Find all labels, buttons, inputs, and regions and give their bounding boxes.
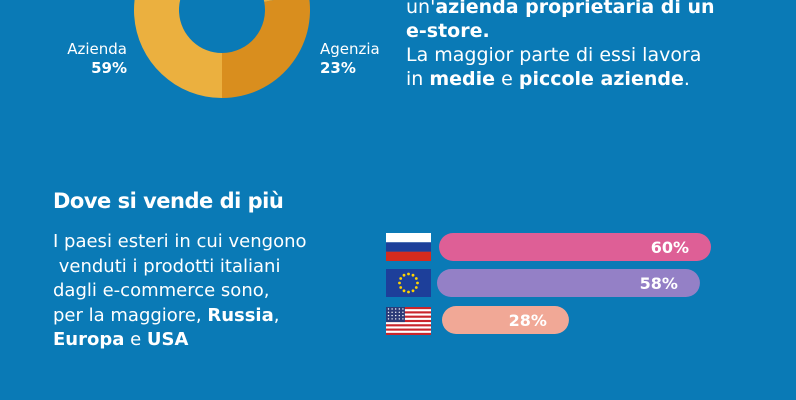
section-body-line2: venduti i prodotti italiani bbox=[53, 255, 281, 277]
donut-slice-agenzia bbox=[222, 0, 310, 98]
section-body-line1: I paesi esteri in cui vengono bbox=[53, 231, 307, 252]
bar-usa bbox=[442, 306, 569, 334]
section-body: I paesi esteri in cui vengono venduti i … bbox=[53, 230, 373, 353]
bar-russia bbox=[439, 233, 711, 261]
donut-label-azienda: Azienda 59% bbox=[57, 40, 127, 78]
top-text-line1a: un' bbox=[406, 0, 436, 18]
top-text-line4b: medie bbox=[429, 68, 496, 90]
bar-label-russia: 60% bbox=[651, 238, 689, 257]
eu-flag-icon bbox=[386, 269, 431, 297]
bar-europa bbox=[437, 269, 700, 297]
section-body-line5b: e bbox=[124, 329, 147, 350]
top-text-line4e: . bbox=[683, 68, 690, 90]
donut-label-agenzia-pct: 23% bbox=[320, 59, 356, 77]
donut-label-azienda-name: Azienda bbox=[67, 40, 127, 58]
top-paragraph: un'azienda proprietaria di un e-store. L… bbox=[406, 0, 786, 91]
section-body-line4c: , bbox=[273, 304, 280, 326]
donut-label-agenzia: Agenzia 23% bbox=[320, 40, 380, 78]
top-text-line1b: azienda proprietaria di un bbox=[435, 0, 715, 18]
top-text-line4c: e bbox=[495, 68, 519, 90]
russia-flag-icon bbox=[386, 233, 431, 261]
section-body-russia: Russia bbox=[207, 304, 274, 326]
bar-label-europa: 58% bbox=[640, 274, 678, 293]
donut-slice-azienda bbox=[134, 0, 274, 98]
donut-label-azienda-pct: 59% bbox=[91, 59, 127, 77]
section-title: Dove si vende di più bbox=[53, 189, 284, 213]
section-body-line4a: per la maggiore, bbox=[53, 304, 208, 326]
section-body-line3: dagli e-commerce sono, bbox=[53, 280, 270, 301]
top-text-line3: La maggior parte di essi lavora bbox=[406, 44, 702, 66]
donut-label-agenzia-name: Agenzia bbox=[320, 40, 380, 58]
top-text-line2: e-store. bbox=[406, 20, 490, 42]
section-body-usa: USA bbox=[146, 329, 189, 350]
top-text-line4a: in bbox=[406, 68, 430, 90]
section-body-europa: Europa bbox=[53, 329, 125, 350]
bar-label-usa: 28% bbox=[509, 311, 547, 330]
top-text-line4d: piccole aziende bbox=[518, 68, 684, 90]
usa-flag-icon bbox=[386, 307, 431, 335]
